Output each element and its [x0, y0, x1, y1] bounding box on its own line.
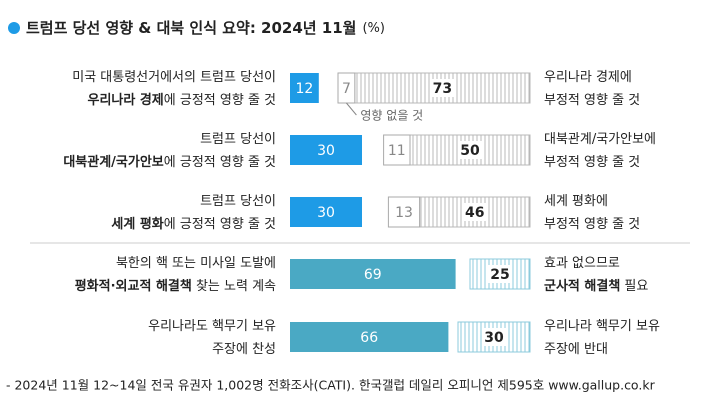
label-part: 부정적 영향 줄 것: [544, 217, 640, 232]
title-dot: [8, 22, 20, 34]
label-part: 세계 평화에: [544, 194, 608, 209]
row-label: 부정적 영향 줄 것: [544, 93, 640, 108]
label-part: 부정적 영향 줄 것: [544, 155, 640, 170]
label-part: 우리나라 경제: [87, 92, 163, 108]
row-label: 북한의 핵 또는 미사일 도발에: [116, 256, 276, 271]
label-part: 효과 없으므로: [544, 256, 620, 271]
row-label: 부정적 영향 줄 것: [544, 155, 640, 170]
positive-bar: [290, 322, 449, 352]
value-label: 30: [317, 143, 335, 159]
row-label: 부정적 영향 줄 것: [544, 217, 640, 232]
value-label: 25: [490, 267, 509, 283]
row-label: 트럼프 당선이: [200, 132, 276, 147]
value-label: 13: [395, 205, 413, 221]
annotation: 영향 없을 것: [360, 109, 423, 123]
label-part: 평화적·외교적 해결책: [75, 278, 192, 294]
value-label: 7: [342, 81, 351, 97]
row-label: 세계 평화에: [544, 194, 608, 209]
footnote: - 2024년 11월 12~14일 전국 유권자 1,002명 전화조사(CA…: [6, 378, 656, 393]
neutral-bar: [387, 196, 421, 228]
label-part: 대북관계/국가안보에: [544, 132, 656, 147]
title-text: 트럼프 당선 영향 & 대북 인식 요약: 2024년 11월: [26, 19, 356, 37]
label-part: 북한의 핵 또는 미사일 도발에: [116, 256, 276, 271]
value-label: 30: [484, 330, 504, 346]
row-label: 평화적·외교적 해결책 찾는 노력 계속: [75, 278, 276, 294]
negative-bar: [469, 258, 531, 290]
annotation-line: [346, 102, 357, 116]
label-bg: [458, 141, 482, 159]
value-label: 50: [460, 143, 480, 159]
label-part: 대북관계/국가안보: [63, 154, 163, 170]
label-part: 우리나라도 핵무기 보유: [148, 319, 276, 334]
value-label: 46: [465, 205, 484, 221]
row-label: 군사적 해결책 필요: [544, 278, 648, 294]
unit: (%): [362, 21, 385, 36]
row-label: 대북관계/국가안보에 긍정적 영향 줄 것: [63, 154, 276, 170]
value-label: 30: [317, 205, 335, 221]
positive-bar: [290, 259, 456, 289]
row-label: 세계 평화에 긍정적 영향 줄 것: [111, 216, 276, 232]
row-label: 우리나라 핵무기 보유: [544, 319, 660, 334]
label-part: 에 긍정적 영향 줄 것: [164, 93, 276, 108]
label-part: 트럼프 당선이: [200, 132, 276, 147]
label-part: 에 긍정적 영향 줄 것: [164, 155, 276, 170]
value-label: 69: [364, 267, 382, 283]
positive-bar: [290, 135, 362, 165]
label-bg: [488, 265, 512, 283]
chart-title: 트럼프 당선 영향 & 대북 인식 요약: 2024년 11월 (%): [26, 19, 385, 37]
label-part: 찾는 노력 계속: [192, 279, 276, 294]
label-part: 필요: [620, 279, 648, 294]
row-label: 우리나라 경제에: [544, 70, 632, 85]
label-part: 우리나라 경제에: [544, 70, 632, 85]
label-part: 주장에 찬성: [212, 342, 276, 357]
row-label: 효과 없으므로: [544, 256, 620, 271]
label-bg: [462, 203, 487, 221]
label-part: 주장에 반대: [544, 342, 608, 357]
row-label: 대북관계/국가안보에: [544, 132, 656, 147]
row-label: 우리나라 경제에 긍정적 영향 줄 것: [87, 92, 276, 108]
label-part: 미국 대통령선거에서의 트럼프 당선이: [72, 70, 276, 85]
label-part: 세계 평화: [111, 216, 163, 232]
label-bg: [482, 328, 506, 346]
row-label: 우리나라도 핵무기 보유: [148, 319, 276, 334]
label-part: 부정적 영향 줄 것: [544, 93, 640, 108]
label-part: 군사적 해결책: [544, 278, 620, 294]
label-part: 에 긍정적 영향 줄 것: [164, 217, 276, 232]
value-label: 73: [433, 81, 452, 97]
label-part: 우리나라 핵무기 보유: [544, 319, 660, 334]
neutral-bar: [383, 134, 411, 166]
value-label: 11: [388, 143, 406, 159]
row-label: 주장에 찬성: [212, 342, 276, 357]
row-label: 주장에 반대: [544, 342, 608, 357]
value-label: 66: [360, 330, 378, 346]
positive-bar: [290, 197, 362, 227]
label-part: 트럼프 당선이: [200, 194, 276, 209]
value-label: 12: [295, 81, 313, 97]
positive-bar: [290, 73, 319, 103]
row-label: 트럼프 당선이: [200, 194, 276, 209]
row-label: 미국 대통령선거에서의 트럼프 당선이: [72, 70, 276, 85]
label-bg: [430, 79, 455, 97]
